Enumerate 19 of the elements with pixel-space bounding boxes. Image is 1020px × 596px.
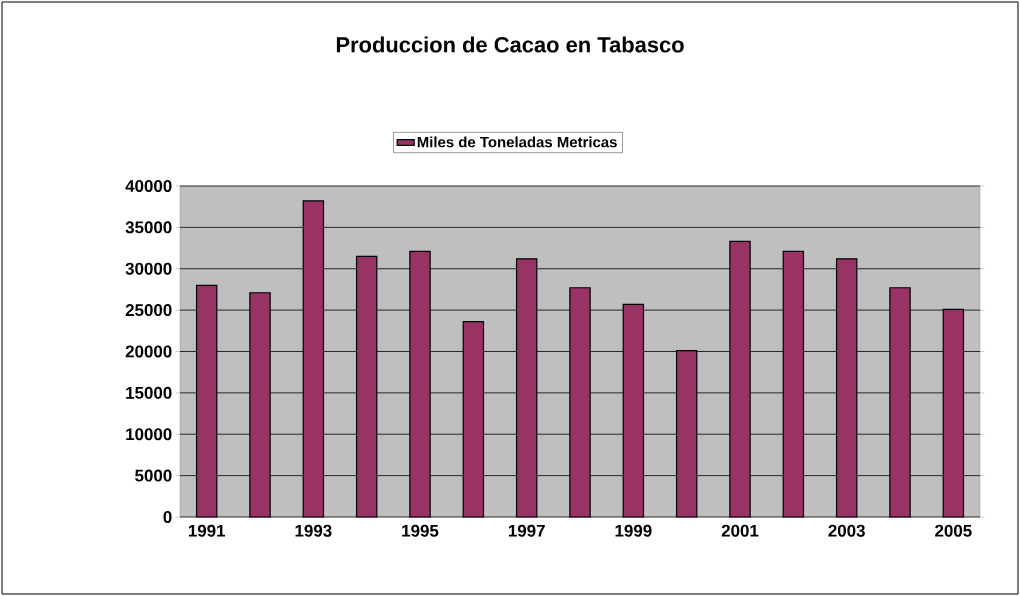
y-tick-label: 20000 bbox=[125, 345, 172, 358]
legend-label: Miles de Toneladas Metricas bbox=[417, 136, 617, 148]
x-tick-label: 1993 bbox=[295, 524, 332, 537]
y-tick-label: 40000 bbox=[125, 179, 172, 192]
y-tick-label: 5000 bbox=[135, 469, 172, 482]
x-tick-label: 1991 bbox=[188, 524, 226, 537]
chart-title: Produccion de Cacao en Tabasco bbox=[336, 36, 684, 53]
y-tick-label: 35000 bbox=[125, 221, 172, 234]
x-tick-label: 2001 bbox=[721, 524, 759, 537]
x-tick-label: 1995 bbox=[402, 524, 439, 537]
y-tick-label: 25000 bbox=[125, 304, 172, 317]
y-tick-label: 15000 bbox=[126, 386, 172, 399]
x-tick-label: 1997 bbox=[508, 524, 545, 537]
y-tick-label: 30000 bbox=[125, 262, 172, 275]
x-tick-label: 2005 bbox=[935, 524, 972, 537]
x-tick-label: 2003 bbox=[828, 524, 865, 537]
x-tick-label: 1999 bbox=[615, 524, 652, 537]
y-tick-label: 0 bbox=[163, 510, 172, 523]
y-tick-label: 10000 bbox=[126, 428, 172, 441]
